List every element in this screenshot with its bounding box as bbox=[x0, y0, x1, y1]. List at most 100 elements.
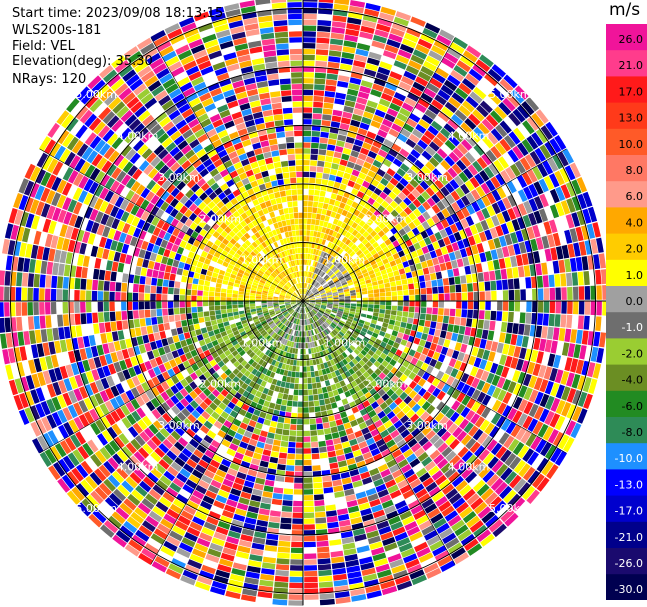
ppi-gate bbox=[471, 389, 481, 400]
ppi-gate bbox=[301, 307, 303, 314]
ppi-gate bbox=[155, 431, 166, 443]
ppi-gate bbox=[427, 384, 436, 394]
ppi-gate bbox=[279, 337, 284, 344]
ppi-gate bbox=[240, 374, 248, 382]
ppi-gate bbox=[293, 305, 298, 309]
ppi-gate bbox=[366, 282, 373, 288]
ppi-gate bbox=[296, 301, 302, 303]
ppi-gate bbox=[424, 22, 441, 34]
ppi-gate bbox=[185, 307, 192, 314]
ppi-gate bbox=[303, 189, 309, 195]
ppi-gate bbox=[542, 160, 554, 175]
ppi-gate bbox=[303, 72, 314, 78]
ppi-gate bbox=[485, 514, 500, 528]
ppi-gate bbox=[492, 387, 502, 399]
ppi-gate bbox=[429, 358, 438, 368]
ppi-gate bbox=[220, 484, 232, 493]
ppi-gate bbox=[327, 138, 337, 146]
ppi-gate bbox=[303, 307, 305, 314]
ppi-gate bbox=[165, 487, 179, 498]
ppi-gate bbox=[102, 365, 111, 377]
ppi-gate bbox=[440, 186, 450, 197]
ppi-gate bbox=[308, 292, 313, 297]
ppi-gate bbox=[284, 482, 294, 489]
ppi-gate bbox=[365, 343, 373, 350]
ppi-gate bbox=[355, 362, 363, 370]
ppi-gate bbox=[106, 426, 118, 439]
ppi-gate bbox=[227, 429, 237, 437]
ppi-gate bbox=[539, 193, 549, 208]
ppi-gate bbox=[315, 376, 321, 383]
ppi-gate bbox=[317, 564, 332, 571]
ppi-gate bbox=[292, 311, 296, 317]
ppi-gate bbox=[327, 326, 333, 332]
ppi-gate bbox=[36, 246, 45, 260]
ppi-gate bbox=[141, 459, 154, 471]
ppi-gate bbox=[283, 423, 290, 430]
ppi-gate bbox=[532, 224, 541, 238]
ppi-gate bbox=[100, 333, 108, 344]
ppi-gate bbox=[322, 323, 327, 329]
ppi-gate bbox=[256, 291, 262, 295]
ppi-gate bbox=[285, 465, 295, 471]
ppi-gate bbox=[141, 404, 151, 415]
ppi-gate bbox=[279, 323, 284, 329]
ppi-gate bbox=[432, 241, 440, 250]
ppi-gate bbox=[416, 407, 426, 417]
ppi-gate bbox=[293, 489, 303, 495]
ppi-gate bbox=[183, 263, 191, 271]
ppi-gate bbox=[566, 404, 577, 420]
ppi-gate bbox=[466, 45, 482, 58]
ppi-gate bbox=[230, 423, 239, 432]
ppi-gate bbox=[373, 234, 381, 242]
ppi-gate bbox=[305, 247, 309, 254]
ppi-gate bbox=[338, 360, 345, 368]
ppi-gate bbox=[504, 257, 512, 268]
ppi-gate bbox=[35, 387, 46, 402]
ppi-gate bbox=[138, 552, 154, 565]
ppi-gate bbox=[267, 357, 274, 365]
ppi-gate bbox=[403, 448, 414, 459]
ppi-gate bbox=[307, 306, 311, 311]
ppi-gate bbox=[547, 353, 556, 367]
ppi-gate bbox=[332, 291, 338, 295]
ppi-gate bbox=[540, 442, 552, 457]
ppi-gate bbox=[261, 331, 268, 337]
ppi-gate bbox=[152, 269, 159, 278]
ppi-gate bbox=[409, 458, 421, 468]
ppi-gate bbox=[110, 410, 121, 423]
ppi-gate bbox=[384, 355, 392, 363]
ppi-gate bbox=[380, 301, 386, 305]
ppi-gate bbox=[312, 316, 317, 322]
ppi-gate bbox=[354, 102, 366, 111]
ppi-gate bbox=[319, 244, 324, 251]
ppi-gate bbox=[485, 114, 499, 128]
ppi-gate bbox=[511, 219, 521, 232]
ppi-gate bbox=[495, 225, 504, 237]
ppi-gate bbox=[511, 177, 522, 191]
ppi-gate bbox=[485, 149, 497, 162]
ppi-gate bbox=[262, 290, 268, 294]
ppi-gate bbox=[334, 225, 341, 233]
ppi-gate bbox=[268, 320, 274, 326]
ppi-gate bbox=[571, 315, 579, 329]
ppi-gate bbox=[348, 125, 359, 133]
ppi-gate bbox=[279, 343, 284, 350]
ppi-gate bbox=[152, 506, 166, 518]
ppi-gate bbox=[197, 505, 210, 516]
ppi-gate bbox=[175, 401, 185, 411]
ppi-gate bbox=[211, 380, 220, 389]
ppi-gate bbox=[375, 438, 386, 448]
ppi-gate bbox=[332, 479, 342, 487]
ppi-gate bbox=[554, 274, 561, 287]
ppi-gate bbox=[271, 415, 279, 422]
ppi-gate bbox=[329, 198, 336, 206]
ppi-gate bbox=[347, 17, 362, 25]
ppi-gate bbox=[309, 296, 315, 299]
ppi-gate bbox=[387, 76, 400, 86]
ppi-gate bbox=[468, 425, 479, 437]
ppi-gate bbox=[430, 272, 437, 281]
ppi-gate bbox=[460, 406, 471, 418]
ppi-gate bbox=[515, 501, 530, 516]
ppi-gate bbox=[215, 449, 226, 458]
